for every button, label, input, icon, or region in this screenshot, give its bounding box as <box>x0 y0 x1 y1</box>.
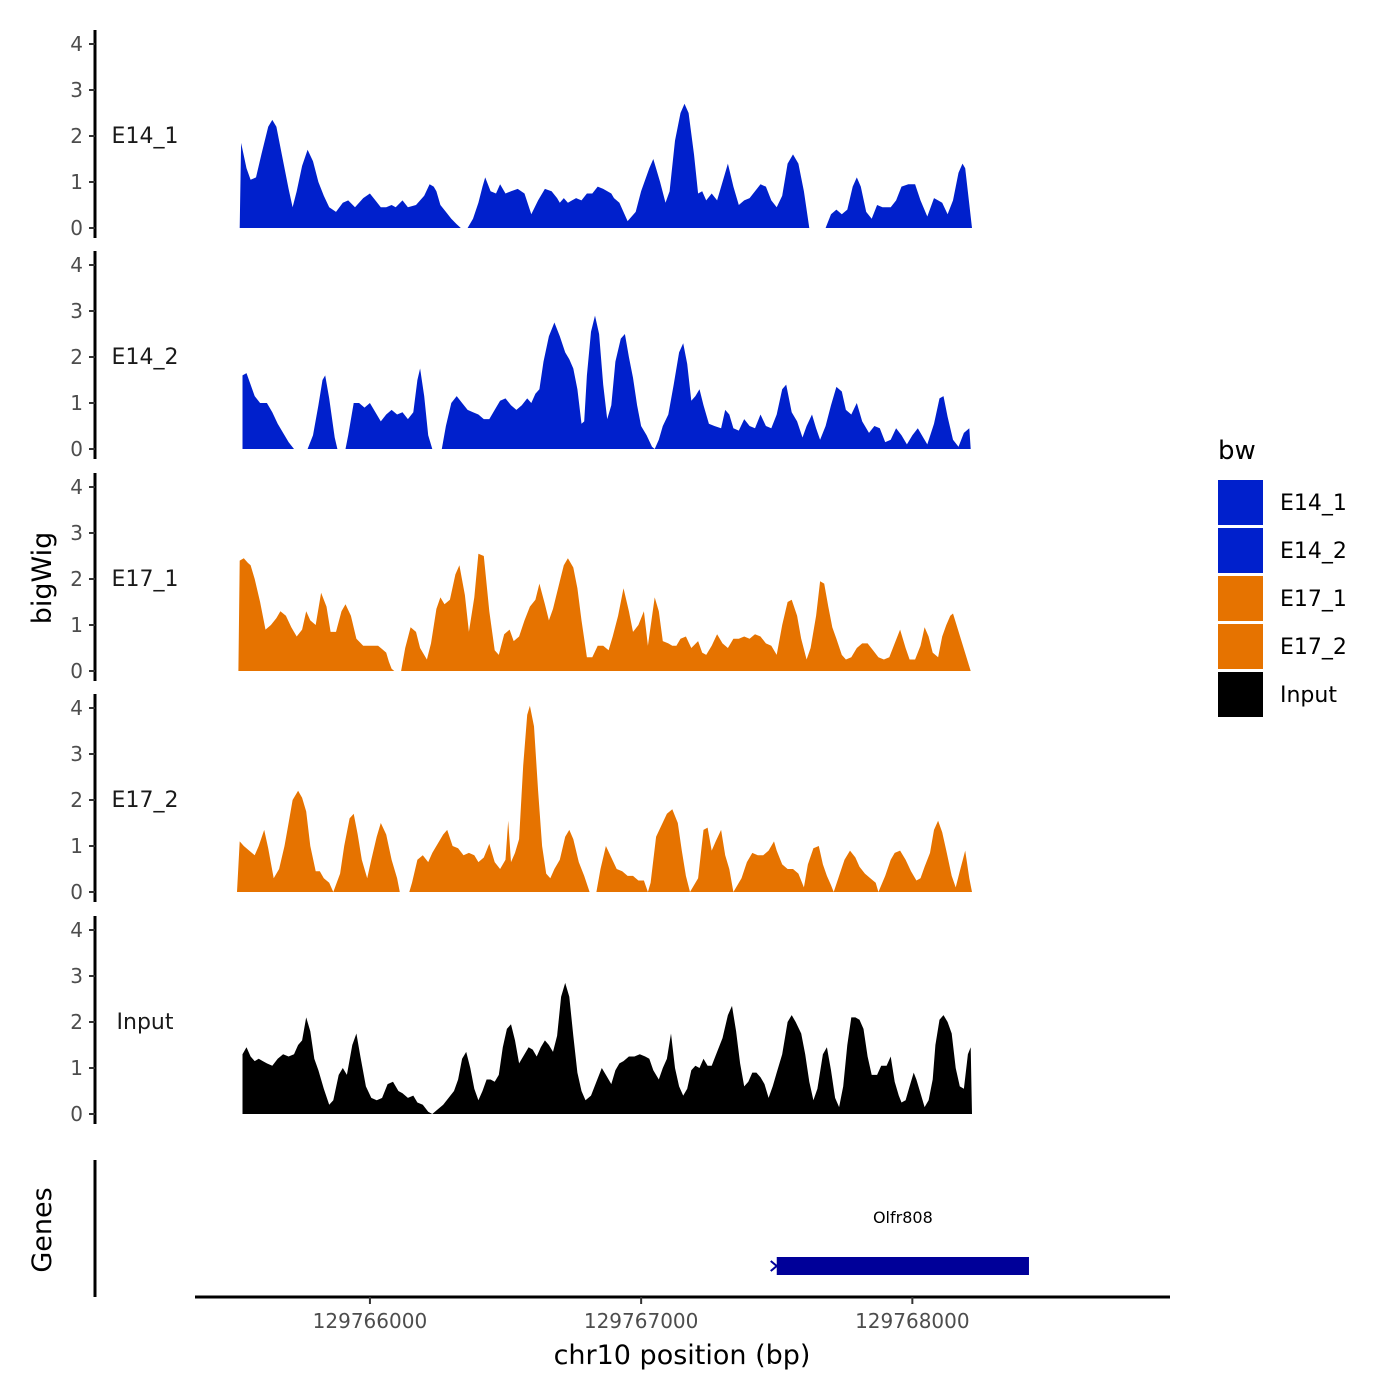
gene-track: Olfr808 <box>93 1160 1029 1297</box>
y-tick-label: 3 <box>70 78 83 102</box>
y-tick-label: 4 <box>70 918 83 942</box>
track-label: E17_2 <box>112 788 179 813</box>
track-E17_1: 0 1 2 3 4 E17_1 <box>70 473 971 683</box>
gene-body <box>776 1257 1029 1275</box>
y-tick-label: 1 <box>70 1056 83 1080</box>
legend-item-E14_1: E14_1 <box>1218 480 1347 525</box>
y-tick-label: 3 <box>70 521 83 545</box>
y-tick-label: 0 <box>70 1102 83 1126</box>
gene-axis-title: Genes <box>27 1187 58 1272</box>
coverage-area-E14_1 <box>239 103 972 228</box>
y-tick-label: 0 <box>70 659 83 683</box>
x-axis: 129766000 129767000 129768000 <box>195 1295 1170 1333</box>
legend-label: Input <box>1280 683 1337 708</box>
y-tick-label: 3 <box>70 742 83 766</box>
y-tick-label: 0 <box>70 216 83 240</box>
track-label: E14_2 <box>112 345 179 370</box>
legend-label: E17_2 <box>1280 635 1347 660</box>
legend-swatch <box>1218 672 1263 717</box>
track-label: E14_1 <box>112 124 179 149</box>
y-tick-label: 3 <box>70 299 83 323</box>
y-tick-label: 2 <box>70 788 83 812</box>
legend-item-Input: Input <box>1218 672 1337 717</box>
track-label: E17_1 <box>112 567 179 592</box>
x-axis-title: chr10 position (bp) <box>554 1340 811 1371</box>
coverage-area-E17_1 <box>238 553 971 671</box>
legend-swatch <box>1218 624 1263 669</box>
legend-item-E14_2: E14_2 <box>1218 528 1347 573</box>
legend: bw E14_1 E14_2 E17_1 E17_2 Input <box>1218 436 1347 717</box>
y-tick-label: 1 <box>70 834 83 858</box>
strand-arrow <box>770 1260 779 1272</box>
legend-swatch <box>1218 576 1263 621</box>
y-tick-label: 1 <box>70 613 83 637</box>
legend-label: E14_1 <box>1280 491 1347 516</box>
x-tick-label: 129767000 <box>584 1309 699 1333</box>
track-E14_2: 0 1 2 3 4 E14_2 <box>70 251 971 461</box>
legend-item-E17_2: E17_2 <box>1218 624 1347 669</box>
track-E17_2: 0 1 2 3 4 E17_2 <box>70 694 972 904</box>
y-tick-label: 3 <box>70 964 83 988</box>
y-tick-label: 2 <box>70 124 83 148</box>
y-tick-label: 4 <box>70 32 83 56</box>
legend-swatch <box>1218 528 1263 573</box>
coverage-area-Input <box>242 982 972 1114</box>
track-Input: 0 1 2 3 4 Input <box>70 916 972 1126</box>
x-tick-label: 129766000 <box>313 1309 428 1333</box>
track-label: Input <box>117 1010 174 1035</box>
legend-label: E14_2 <box>1280 539 1347 564</box>
gene-Olfr808: Olfr808 <box>770 1208 1029 1275</box>
y-axis-title: bigWig <box>27 532 58 625</box>
legend-swatch <box>1218 480 1263 525</box>
y-tick-label: 1 <box>70 170 83 194</box>
y-tick-label: 2 <box>70 345 83 369</box>
legend-item-E17_1: E17_1 <box>1218 576 1347 621</box>
legend-label: E17_1 <box>1280 587 1347 612</box>
gene-label: Olfr808 <box>873 1208 933 1227</box>
coverage-area-E17_2 <box>237 705 972 892</box>
x-tick-label: 129768000 <box>855 1309 970 1333</box>
y-tick-label: 1 <box>70 391 83 415</box>
y-tick-label: 4 <box>70 475 83 499</box>
legend-title: bw <box>1218 436 1256 466</box>
track-E14_1: 0 1 2 3 4 E14_1 <box>70 30 972 240</box>
y-tick-label: 2 <box>70 567 83 591</box>
coverage-area-E14_2 <box>242 315 971 449</box>
y-tick-label: 0 <box>70 880 83 904</box>
y-tick-label: 2 <box>70 1010 83 1034</box>
y-tick-label: 4 <box>70 696 83 720</box>
y-tick-label: 4 <box>70 253 83 277</box>
coverage-tracks: 0 1 2 3 4 E14_1 0 1 2 3 4 E14_2 0 1 2 3 4 E17_1 0 1 2 3 4 E17_2… <box>70 30 972 1126</box>
y-tick-label: 0 <box>70 437 83 461</box>
